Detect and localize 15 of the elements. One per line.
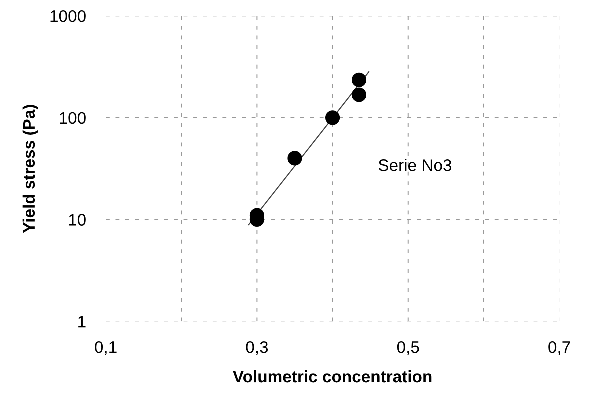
- point: [352, 88, 367, 102]
- x-tick-label: 0,1: [95, 341, 117, 356]
- point: [288, 151, 302, 166]
- x-tick-label: 0,7: [548, 341, 570, 356]
- y-axis-title: Yield stress (Pa): [22, 105, 38, 234]
- x-axis-title: Volumetric concentration: [233, 370, 432, 383]
- y-tick-label: 1000: [50, 10, 86, 22]
- x-tick-label: 0,5: [397, 341, 420, 356]
- text: Serie No3: [378, 159, 452, 172]
- y-tick-label: 1: [78, 316, 86, 328]
- point: [326, 110, 340, 126]
- point: [352, 72, 367, 88]
- y-tick-label: 10: [69, 214, 86, 226]
- x-tick-label: 0,3: [246, 341, 268, 356]
- y-tick-label: 100: [60, 112, 86, 124]
